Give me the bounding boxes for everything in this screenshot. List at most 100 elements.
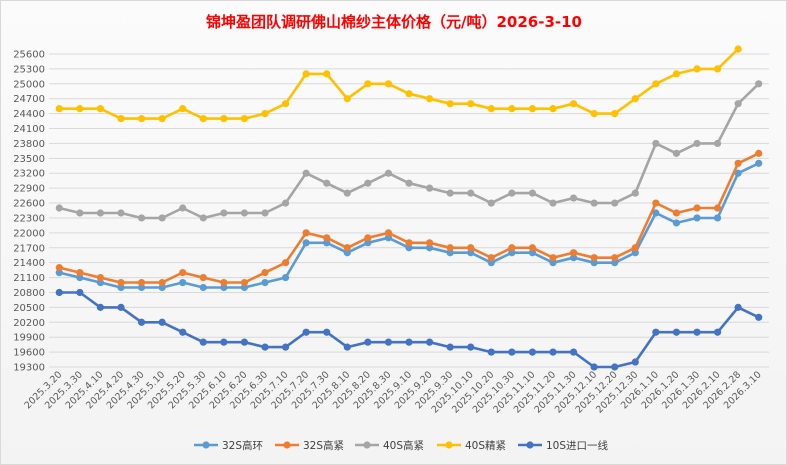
data-point (302, 169, 310, 177)
data-point (549, 254, 557, 262)
y-axis: 19300 19600 19900 20200 20500 20800 21100 21400… (13, 50, 45, 374)
data-point (343, 249, 351, 257)
data-point (302, 239, 310, 247)
legend-swatch-marker (202, 441, 210, 449)
data-point (755, 159, 763, 167)
data-point (487, 348, 495, 356)
data-point (384, 338, 393, 346)
y-tick-label: 19600 (13, 348, 45, 359)
data-point (693, 204, 701, 212)
y-tick-label: 21100 (13, 273, 45, 284)
y-tick-label: 21700 (13, 243, 45, 254)
data-point (96, 209, 105, 217)
data-point (755, 149, 763, 157)
gridlines (49, 53, 769, 368)
data-point (384, 169, 393, 177)
y-tick-label: 25000 (13, 79, 45, 90)
data-point (261, 209, 269, 217)
data-point (611, 259, 619, 267)
y-tick-label: 25600 (13, 50, 45, 61)
y-tick-label: 20800 (13, 288, 45, 299)
series-4 (55, 288, 763, 371)
y-tick-label: 19300 (13, 363, 45, 374)
data-point (240, 209, 249, 217)
data-point (590, 110, 598, 118)
data-point (467, 249, 475, 257)
y-tick-label: 23500 (13, 154, 45, 165)
data-point (590, 254, 598, 262)
data-point (55, 204, 63, 212)
data-point (55, 264, 63, 272)
data-point (364, 80, 372, 88)
data-point (487, 105, 495, 113)
data-point (713, 65, 722, 73)
y-tick-label: 20500 (13, 303, 45, 314)
data-point (179, 105, 187, 113)
data-point (569, 194, 578, 202)
data-point (425, 239, 434, 247)
y-tick-label: 19900 (13, 333, 45, 344)
data-point (343, 189, 351, 197)
data-point (323, 70, 331, 78)
data-point (569, 100, 578, 108)
data-point (734, 169, 742, 177)
data-point (467, 343, 475, 351)
legend-item: 40S精紧 (437, 439, 506, 452)
y-tick-label: 22000 (13, 228, 45, 239)
data-point (652, 80, 660, 88)
data-point (323, 239, 331, 247)
data-point (384, 229, 393, 237)
legend-swatch-marker (526, 441, 534, 449)
data-point (199, 283, 207, 292)
data-point (343, 95, 351, 103)
data-point (446, 100, 454, 108)
data-point (713, 204, 722, 212)
data-point (261, 343, 269, 351)
data-point (281, 199, 290, 207)
data-point (652, 209, 660, 217)
data-point (364, 179, 372, 187)
data-point (343, 343, 351, 351)
series-0 (55, 159, 763, 292)
series-lines (55, 45, 763, 371)
data-point (137, 318, 146, 326)
data-point (76, 273, 84, 282)
y-tick-label: 24700 (13, 94, 45, 105)
legend-swatch-marker (283, 441, 291, 449)
data-point (405, 338, 413, 346)
data-point (425, 95, 434, 103)
data-point (693, 139, 701, 148)
data-point (302, 328, 310, 336)
data-point (446, 244, 454, 252)
data-point (96, 303, 105, 311)
data-point (652, 139, 660, 148)
data-point (487, 199, 495, 207)
data-point (55, 269, 63, 277)
data-point (734, 100, 742, 108)
data-point (158, 114, 166, 123)
data-point (528, 189, 537, 197)
legend-item: 32S高紧 (275, 439, 344, 452)
y-tick-label: 25300 (13, 64, 45, 75)
data-point (425, 184, 434, 192)
data-point (302, 70, 310, 78)
data-point (117, 303, 125, 311)
data-point (158, 318, 166, 326)
data-point (158, 214, 166, 222)
data-point (76, 269, 84, 277)
legend-label: 10S进口一线 (546, 439, 609, 452)
data-point (487, 254, 495, 262)
series-3 (55, 45, 742, 123)
y-tick-label: 23800 (13, 139, 45, 150)
data-point (199, 114, 207, 123)
data-point (281, 273, 290, 282)
data-point (569, 249, 578, 257)
data-point (528, 105, 537, 113)
data-point (672, 70, 681, 78)
data-point (261, 110, 269, 118)
data-point (76, 209, 84, 217)
data-point (117, 278, 125, 287)
series-line (58, 82, 760, 220)
legend-item: 10S进口一线 (518, 439, 609, 452)
